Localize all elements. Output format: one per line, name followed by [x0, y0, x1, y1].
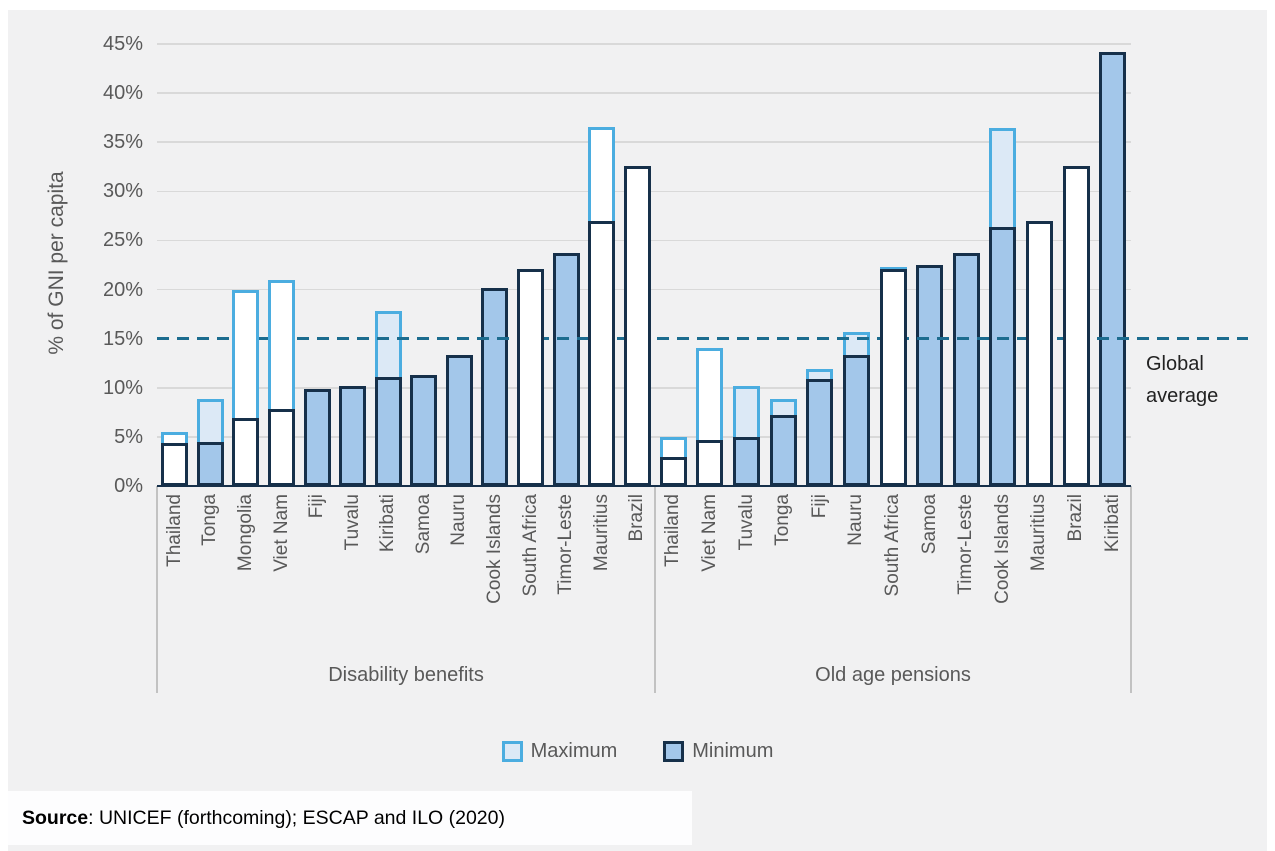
category-label-kiribati: Kiribati: [377, 494, 399, 553]
legend-item-minimum: Minimum: [663, 740, 773, 763]
category-separator-line: [156, 486, 158, 693]
bar-minimum: [1099, 51, 1127, 486]
y-tick-label: 10%: [102, 376, 143, 399]
bar-minimum: [623, 165, 651, 486]
category-label-viet-nam: Viet Nam: [698, 494, 720, 572]
source-prefix: Source: [22, 806, 89, 829]
y-tick-label: 30%: [102, 180, 143, 203]
category-label-brazil: Brazil: [1065, 494, 1087, 542]
bar-minimum: [517, 268, 544, 486]
source-body: : UNICEF (forthcoming); ESCAP and ILO (2…: [88, 806, 505, 829]
global-average-annotation: Global average: [1146, 348, 1218, 412]
bar-minimum: [303, 388, 331, 486]
legend-label-maximum: Maximum: [530, 740, 618, 762]
gridline-45: [157, 43, 1131, 45]
category-label-tuvalu: Tuvalu: [735, 494, 757, 551]
category-label-south-africa: South Africa: [882, 494, 903, 597]
category-label-viet-nam: Viet Nam: [270, 494, 292, 572]
bar-minimum: [410, 375, 438, 486]
category-label-tonga: Tonga: [199, 494, 221, 546]
category-label-thailand: Thailand: [163, 494, 185, 567]
category-label-nauru: Nauru: [448, 494, 470, 546]
bar-minimum: [952, 253, 980, 486]
category-label-timor-leste: Timor-Leste: [555, 494, 577, 595]
y-tick-label: 0%: [114, 475, 143, 497]
y-tick-label: 40%: [102, 82, 143, 105]
y-tick-label: 5%: [114, 425, 143, 448]
bar-minimum: [659, 456, 687, 486]
bar-minimum: [916, 265, 944, 486]
y-tick-label: 25%: [102, 229, 143, 252]
group-label: Disability benefits: [328, 664, 484, 686]
category-separator-line: [1130, 486, 1132, 693]
bar-minimum: [806, 378, 834, 486]
category-label-samoa: Samoa: [918, 494, 940, 555]
category-label-thailand: Thailand: [662, 494, 684, 567]
category-label-mauritius: Mauritius: [1028, 494, 1050, 572]
y-tick-label: 45%: [102, 33, 143, 55]
legend-item-maximum: Maximum: [501, 740, 618, 763]
global-average-annotation-line2: average: [1146, 385, 1219, 407]
category-label-cook-islands: Cook Islands: [483, 494, 505, 604]
global-average-line: [157, 336, 1248, 341]
category-label-cook-islands: Cook Islands: [991, 494, 1013, 604]
source-note: Source: UNICEF (forthcoming); ESCAP and …: [8, 791, 692, 845]
category-label-nauru: Nauru: [845, 494, 867, 546]
category-label-tonga: Tonga: [772, 494, 794, 546]
group-label: Old age pensions: [815, 664, 971, 686]
source-text: Source: UNICEF (forthcoming); ESCAP and …: [8, 807, 505, 830]
global-average-annotation-line1: Global: [1146, 353, 1204, 375]
bar-minimum: [161, 442, 189, 486]
legend: Maximum Minimum: [0, 740, 1275, 763]
bar-minimum: [232, 418, 260, 486]
y-tick-label: 20%: [102, 278, 143, 301]
category-label-brazil: Brazil: [626, 494, 648, 542]
category-label-timor-leste: Timor-Leste: [955, 494, 977, 595]
bar-minimum: [1025, 220, 1053, 486]
category-label-fiji: Fiji: [808, 494, 830, 519]
minimum-swatch-icon: [663, 741, 685, 762]
bar-minimum: [989, 226, 1017, 486]
bar-minimum: [879, 268, 907, 486]
bar-minimum: [552, 253, 580, 486]
bar-minimum: [481, 287, 509, 486]
bar-minimum: [196, 441, 224, 486]
bar-minimum: [769, 415, 797, 486]
y-axis-title: % of GNI per capita: [45, 171, 68, 355]
category-separator-line: [654, 486, 656, 693]
bar-minimum: [268, 409, 295, 486]
bar-minimum: [445, 355, 473, 486]
bar-minimum: [374, 376, 402, 486]
gridline-40: [157, 92, 1131, 94]
bar-minimum: [842, 355, 870, 486]
bar-minimum: [588, 220, 616, 486]
category-label-mongolia: Mongolia: [234, 494, 256, 572]
maximum-swatch-icon: [501, 741, 523, 762]
x-axis-line: [157, 485, 1131, 487]
category-label-samoa: Samoa: [412, 494, 434, 555]
gridline-35: [157, 141, 1131, 143]
bar-minimum: [1062, 165, 1090, 486]
category-label-fiji: Fiji: [306, 494, 328, 519]
y-tick-label: 35%: [102, 131, 143, 154]
bar-minimum: [696, 439, 724, 486]
category-label-tuvalu: Tuvalu: [341, 494, 363, 551]
category-label-kiribati: Kiribati: [1101, 494, 1123, 553]
category-label-south-africa: South Africa: [519, 494, 541, 597]
legend-label-minimum: Minimum: [692, 740, 774, 762]
bar-minimum: [733, 436, 761, 486]
y-tick-label: 15%: [102, 327, 143, 350]
category-label-mauritius: Mauritius: [590, 494, 612, 572]
bar-minimum: [339, 385, 367, 486]
